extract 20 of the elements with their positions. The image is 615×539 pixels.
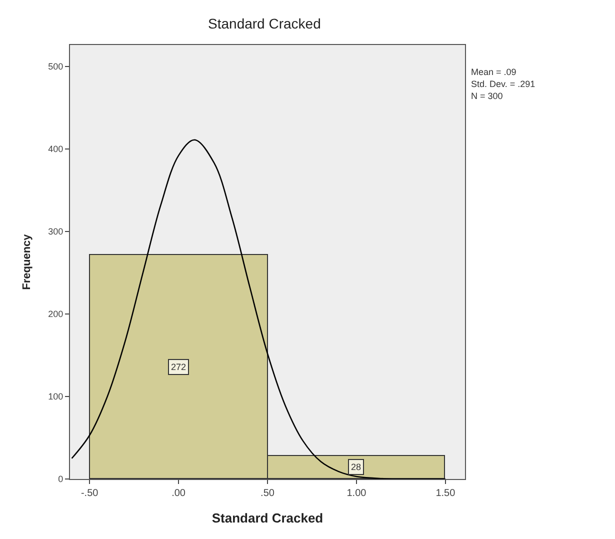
x-tick-label: 1.50 xyxy=(436,488,456,499)
x-tick-label: .00 xyxy=(172,488,186,499)
y-axis-title: Frequency xyxy=(20,233,33,290)
x-axis-title: Standard Cracked xyxy=(212,510,324,526)
y-tick-label: 500 xyxy=(48,62,64,72)
chart-title: Standard Cracked xyxy=(208,16,321,32)
y-tick-label: 0 xyxy=(58,474,64,484)
text: Mean = .09 xyxy=(471,67,516,77)
y-tick-label: 100 xyxy=(48,392,64,402)
y-tick-label: 300 xyxy=(48,226,64,237)
y-tick-label: 200 xyxy=(48,309,64,320)
x-tick-label: -.50 xyxy=(80,488,99,499)
data-label: 28 xyxy=(351,462,362,472)
y-tick-label: 400 xyxy=(48,144,64,154)
text: N = 300 xyxy=(471,91,503,101)
x-tick-label: .50 xyxy=(260,488,275,499)
x-tick-label: 1.00 xyxy=(346,488,367,499)
text: Std. Dev. = .291 xyxy=(471,79,536,89)
data-label: 272 xyxy=(171,362,186,372)
line-series xyxy=(71,139,446,479)
